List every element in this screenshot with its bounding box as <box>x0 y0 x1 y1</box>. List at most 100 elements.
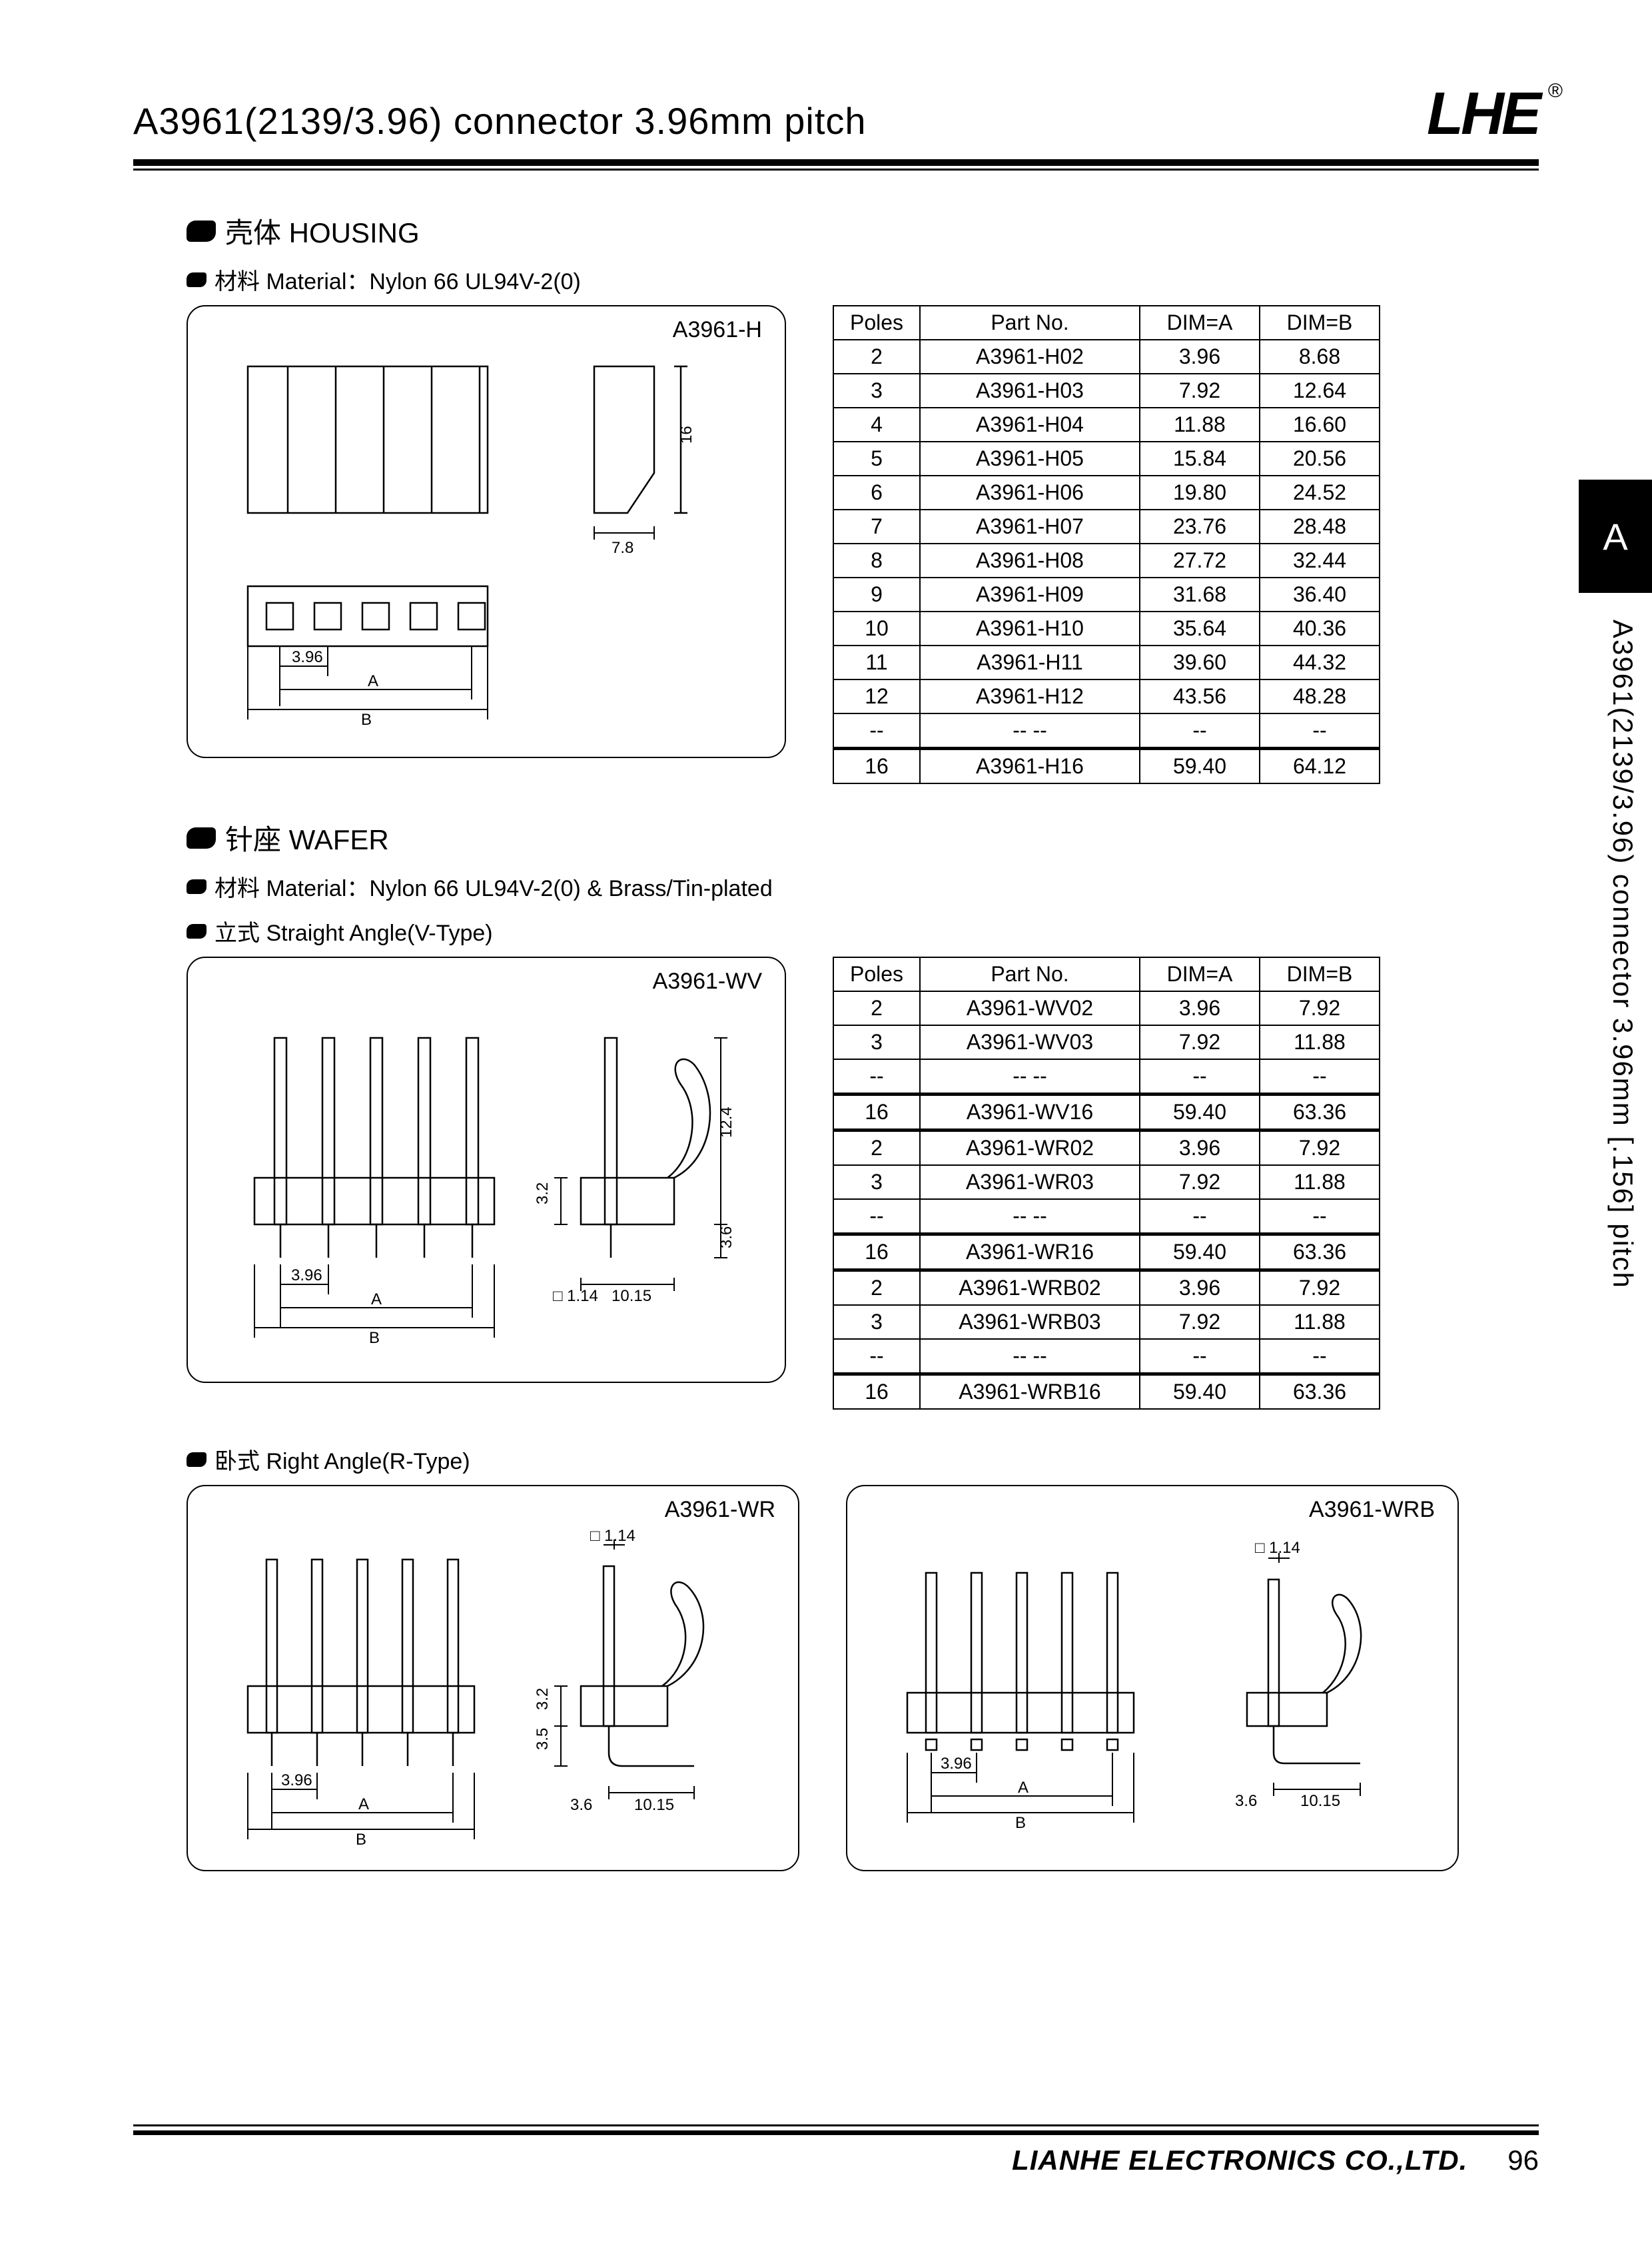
table-header: Poles <box>833 957 920 991</box>
dim-h1: 3.2 <box>534 1688 552 1710</box>
table-cell: 4 <box>833 408 920 442</box>
logo-text: LHE <box>1427 81 1539 147</box>
dim-h16: 16 <box>677 426 695 444</box>
table-cell: 63.36 <box>1260 1095 1380 1130</box>
table-cell: -- <box>833 1199 920 1234</box>
table-cell: -- <box>1140 1059 1260 1095</box>
housing-material-text: 材料 Material：Nylon 66 UL94V-2(0) <box>214 263 581 296</box>
table-cell: 23.76 <box>1140 510 1260 544</box>
dim-w: 10.15 <box>1300 1792 1340 1810</box>
table-cell: 20.56 <box>1260 442 1380 476</box>
table-cell: A3961-H05 <box>920 442 1140 476</box>
table-row: 4A3961-H0411.8816.60 <box>833 408 1380 442</box>
dim-b: B <box>356 1831 366 1849</box>
table-cell: 2 <box>833 991 920 1025</box>
dim-h3: 3.6 <box>717 1226 735 1248</box>
table-cell: 32.44 <box>1260 544 1380 578</box>
dim-pitch: 3.96 <box>941 1755 972 1773</box>
table-cell: 7.92 <box>1140 1025 1260 1059</box>
table-cell: -- <box>1140 1199 1260 1234</box>
table-row: 16A3961-WR1659.4063.36 <box>833 1234 1380 1270</box>
table-header: DIM=B <box>1260 957 1380 991</box>
table-cell: -- <box>1140 1339 1260 1374</box>
table-cell: A3961-H09 <box>920 578 1140 612</box>
table-header: Part No. <box>920 306 1140 340</box>
registered-mark: ® <box>1548 80 1563 103</box>
dim-h4: 3.5 <box>534 1728 552 1750</box>
table-row: 6A3961-H0619.8024.52 <box>833 476 1380 510</box>
table-cell: A3961-H06 <box>920 476 1140 510</box>
table-cell: 12 <box>833 679 920 713</box>
header-rule-thick <box>133 159 1539 166</box>
table-cell: A3961-H16 <box>920 749 1140 784</box>
table-cell: -- -- <box>920 713 1140 749</box>
wafer-material: 材料 Material：Nylon 66 UL94V-2(0) & Brass/… <box>187 870 1539 903</box>
table-cell: 10 <box>833 612 920 646</box>
dim-a: A <box>368 672 378 690</box>
table-cell: 64.12 <box>1260 749 1380 784</box>
table-cell: A3961-WRB16 <box>920 1374 1140 1410</box>
table-cell: -- <box>1260 1339 1380 1374</box>
dim-w: 10.15 <box>634 1796 674 1814</box>
table-cell: A3961-H03 <box>920 374 1140 408</box>
dim-b: B <box>369 1329 380 1347</box>
table-cell: 5 <box>833 442 920 476</box>
dim-h3: 3.6 <box>570 1796 592 1814</box>
dim-pin: □ 1.14 <box>553 1287 598 1305</box>
table-row: 16A3961-WV1659.4063.36 <box>833 1095 1380 1130</box>
table-cell: 7.92 <box>1260 1130 1380 1166</box>
table-header: DIM=A <box>1140 957 1260 991</box>
brand-logo: LHE ® <box>1427 80 1539 149</box>
table-cell: A3961-H07 <box>920 510 1140 544</box>
table-row: 2A3961-WRB023.967.92 <box>833 1270 1380 1306</box>
table-cell: 9 <box>833 578 920 612</box>
table-header: DIM=A <box>1140 306 1260 340</box>
table-cell: -- <box>833 1059 920 1095</box>
table-cell: 59.40 <box>1140 749 1260 784</box>
table-cell: 11.88 <box>1260 1165 1380 1199</box>
dim-b: B <box>1015 1814 1026 1832</box>
drawing-label: A3961-WR <box>665 1497 775 1523</box>
table-cell: 40.36 <box>1260 612 1380 646</box>
drawing-label: A3961-H <box>673 317 762 343</box>
bullet-icon <box>187 879 206 894</box>
dim-pitch: 3.96 <box>291 1266 322 1284</box>
table-cell: A3961-WR16 <box>920 1234 1140 1270</box>
table-cell: A3961-WRB03 <box>920 1305 1140 1339</box>
wafer-rtype-text: 卧式 Right Angle(R-Type) <box>214 1443 470 1476</box>
table-cell: A3961-H11 <box>920 646 1140 679</box>
table-cell: 7.92 <box>1260 1270 1380 1306</box>
bullet-icon <box>187 1452 206 1467</box>
wafer-v-drawing: A3961-WV <box>187 957 786 1383</box>
table-cell: A3961-WV02 <box>920 991 1140 1025</box>
table-cell: 28.48 <box>1260 510 1380 544</box>
table-cell: 11 <box>833 646 920 679</box>
table-cell: 7.92 <box>1140 1305 1260 1339</box>
table-cell: 11.88 <box>1140 408 1260 442</box>
table-cell: 3 <box>833 374 920 408</box>
table-cell: 8.68 <box>1260 340 1380 374</box>
housing-drawing: A3961-H 16 <box>187 305 786 758</box>
table-cell: A3961-WRB02 <box>920 1270 1140 1306</box>
dim-a: A <box>358 1795 369 1813</box>
wafer-vtype: 立式 Straight Angle(V-Type) <box>187 915 1539 947</box>
table-cell: 59.40 <box>1140 1234 1260 1270</box>
wafer-vtype-text: 立式 Straight Angle(V-Type) <box>214 915 493 947</box>
table-row: ---- ------ <box>833 1339 1380 1374</box>
table-cell: 12.64 <box>1260 374 1380 408</box>
table-cell: -- <box>1260 713 1380 749</box>
table-row: 16A3961-WRB1659.4063.36 <box>833 1374 1380 1410</box>
dim-w78: 7.8 <box>612 539 633 557</box>
table-cell: 16 <box>833 1234 920 1270</box>
section-wafer-title: 针座 WAFER <box>225 817 389 858</box>
table-cell: A3961-WR02 <box>920 1130 1140 1166</box>
table-cell: 2 <box>833 1270 920 1306</box>
bullet-icon <box>187 221 216 242</box>
table-cell: 43.56 <box>1140 679 1260 713</box>
table-cell: -- -- <box>920 1339 1140 1374</box>
table-row: 3A3961-WV037.9211.88 <box>833 1025 1380 1059</box>
table-cell: 3 <box>833 1165 920 1199</box>
company-name: LIANHE ELECTRONICS CO.,LTD. <box>1012 2144 1467 2176</box>
table-cell: 7.92 <box>1140 374 1260 408</box>
wafer-rb-drawing: A3961-WRB <box>846 1485 1459 1871</box>
